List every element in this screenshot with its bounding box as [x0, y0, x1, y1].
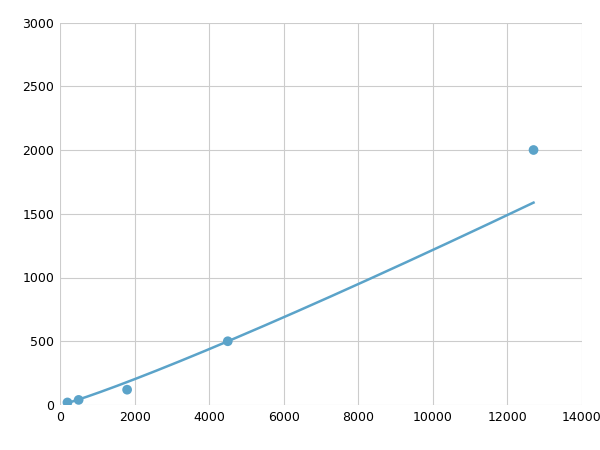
Point	[529, 146, 538, 153]
Point	[223, 338, 233, 345]
Point	[62, 399, 72, 406]
Point	[74, 396, 83, 404]
Point	[122, 386, 132, 393]
